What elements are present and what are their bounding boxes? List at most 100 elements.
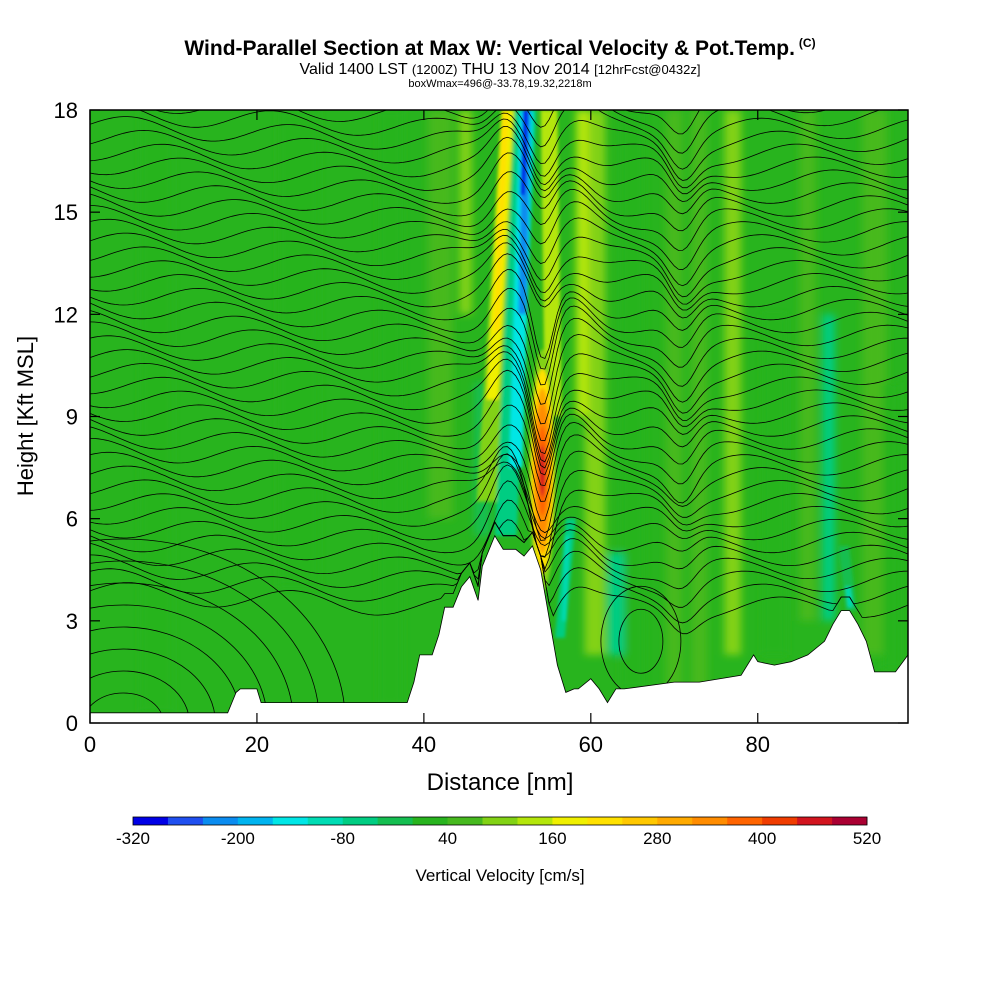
east-downdraft-outer [838, 545, 857, 611]
colorbar-swatch [657, 817, 693, 825]
isentrope-line [90, 450, 908, 541]
upper-updraft-inner [493, 110, 509, 332]
colorbar-tick-label: -80 [330, 829, 355, 848]
y-tick-label: 18 [54, 98, 78, 123]
isentrope-line [90, 358, 908, 463]
x-tick-label: 60 [579, 732, 603, 757]
colorbar-tick-label: -200 [221, 829, 255, 848]
isentrope-line [90, 136, 908, 203]
y-tick-label: 6 [66, 507, 78, 532]
isentrope-line [90, 453, 908, 534]
isentrope-line [90, 152, 908, 215]
low-level-contour [90, 560, 320, 723]
isentrope-line [138, 110, 908, 170]
colorbar-swatch [377, 817, 414, 825]
y-axis-label: Height [Kft MSL] [13, 336, 38, 496]
colorbar-swatch [517, 817, 553, 825]
colorbar-swatch [237, 817, 274, 825]
colorbar-swatch [447, 817, 483, 825]
y-tick-label: 12 [54, 302, 78, 327]
colorbar-tick-label: 40 [438, 829, 457, 848]
lee-downdraft-inner [562, 535, 570, 621]
velocity-streak-8 [724, 110, 742, 655]
updraft-core [539, 445, 546, 497]
isentrope-line [90, 461, 908, 558]
colorbar-tick-label: 280 [643, 829, 671, 848]
colorbar-swatch [307, 817, 344, 825]
isentrope-line [90, 234, 908, 305]
isentrope-line [90, 112, 908, 181]
field-soft-streaks [140, 110, 900, 713]
low-level-contour [90, 670, 190, 723]
colorbar-swatch [797, 817, 833, 825]
low-level-contour [618, 608, 664, 674]
velocity-streak-16 [576, 110, 589, 417]
utc-time: (1200Z) [411, 62, 458, 77]
isentrope-line [90, 287, 908, 370]
box-max-info: boxWmax=496@-33.78,19.32,2218m [408, 78, 592, 90]
isentrope-line [90, 171, 908, 232]
velocity-streak-11 [822, 314, 835, 621]
isentrope-line [90, 519, 908, 590]
x-axis-label: Distance [nm] [427, 769, 574, 796]
colorbar-tick-label: -320 [116, 829, 150, 848]
downdraft-core [519, 110, 529, 196]
isentrope-line [90, 464, 908, 541]
isentrope-line [90, 385, 908, 476]
velocity-streak-15 [459, 110, 472, 315]
low-level-contour [90, 648, 216, 723]
colorbar-swatch [622, 817, 658, 825]
velocity-streak-1 [277, 110, 320, 587]
copyright-mark: (C) [798, 36, 816, 50]
isentrope-line [90, 305, 908, 386]
colorbar-tick-label: 160 [538, 829, 566, 848]
isentrope-line [90, 188, 908, 251]
isentrope-line [90, 480, 908, 554]
chart-title: Wind-Parallel Section at Max W: Vertical… [184, 36, 816, 60]
low-level-contour [90, 604, 268, 723]
isentrope-line [90, 421, 908, 502]
low-level-contour [90, 582, 294, 723]
y-tick-label: 3 [66, 609, 78, 634]
isentrope-line [90, 201, 908, 271]
isentrope-line [90, 334, 908, 425]
forecast-date: THU 13 Nov 2014 [461, 61, 590, 78]
isentrope-line [90, 125, 908, 195]
valid-time: Valid 1400 LST [299, 61, 408, 78]
isentrope-line [90, 499, 908, 570]
isentrope-line [90, 242, 908, 311]
forecast-run: [12hrFcst@0432z] [594, 62, 701, 77]
colorbar-swatch [202, 817, 239, 825]
velocity-streak-10 [799, 110, 817, 621]
colorbar-swatch [272, 817, 309, 825]
colorbar-swatch [552, 817, 588, 825]
x-tick-label: 20 [245, 732, 269, 757]
x-tick-label: 0 [84, 732, 96, 757]
isentrope-line [90, 118, 908, 189]
isentrope-line [90, 345, 908, 442]
colorbar-frame [132, 816, 868, 826]
isentrope-line [90, 351, 908, 455]
colorbar-swatch [342, 817, 379, 825]
colorbar-swatch [832, 817, 868, 825]
low-level-contour [90, 538, 346, 723]
isentrope-line [90, 446, 908, 571]
isentrope-line [90, 404, 908, 487]
isentrope-line [90, 217, 908, 287]
colorbar-swatch [692, 817, 728, 825]
velocity-streak-17 [882, 382, 900, 669]
velocity-streak-3 [428, 110, 454, 519]
y-tick-label: 0 [66, 711, 78, 736]
colorbar-swatch [762, 817, 798, 825]
velocity-streak-6 [665, 110, 683, 689]
isentrope-line [90, 434, 908, 522]
colorbar-label: Vertical Velocity [cm/s] [415, 866, 584, 885]
colorbar-swatch [587, 817, 623, 825]
colorbar: -320 -200 -80 40 160 280 400 520 [116, 816, 881, 848]
colorbar-tick-label: 400 [748, 829, 776, 848]
colorbar-tick-label: 520 [853, 829, 881, 848]
x-tick-label: 80 [746, 732, 770, 757]
isentrope-line [90, 253, 908, 319]
isentrope-line [90, 317, 908, 405]
